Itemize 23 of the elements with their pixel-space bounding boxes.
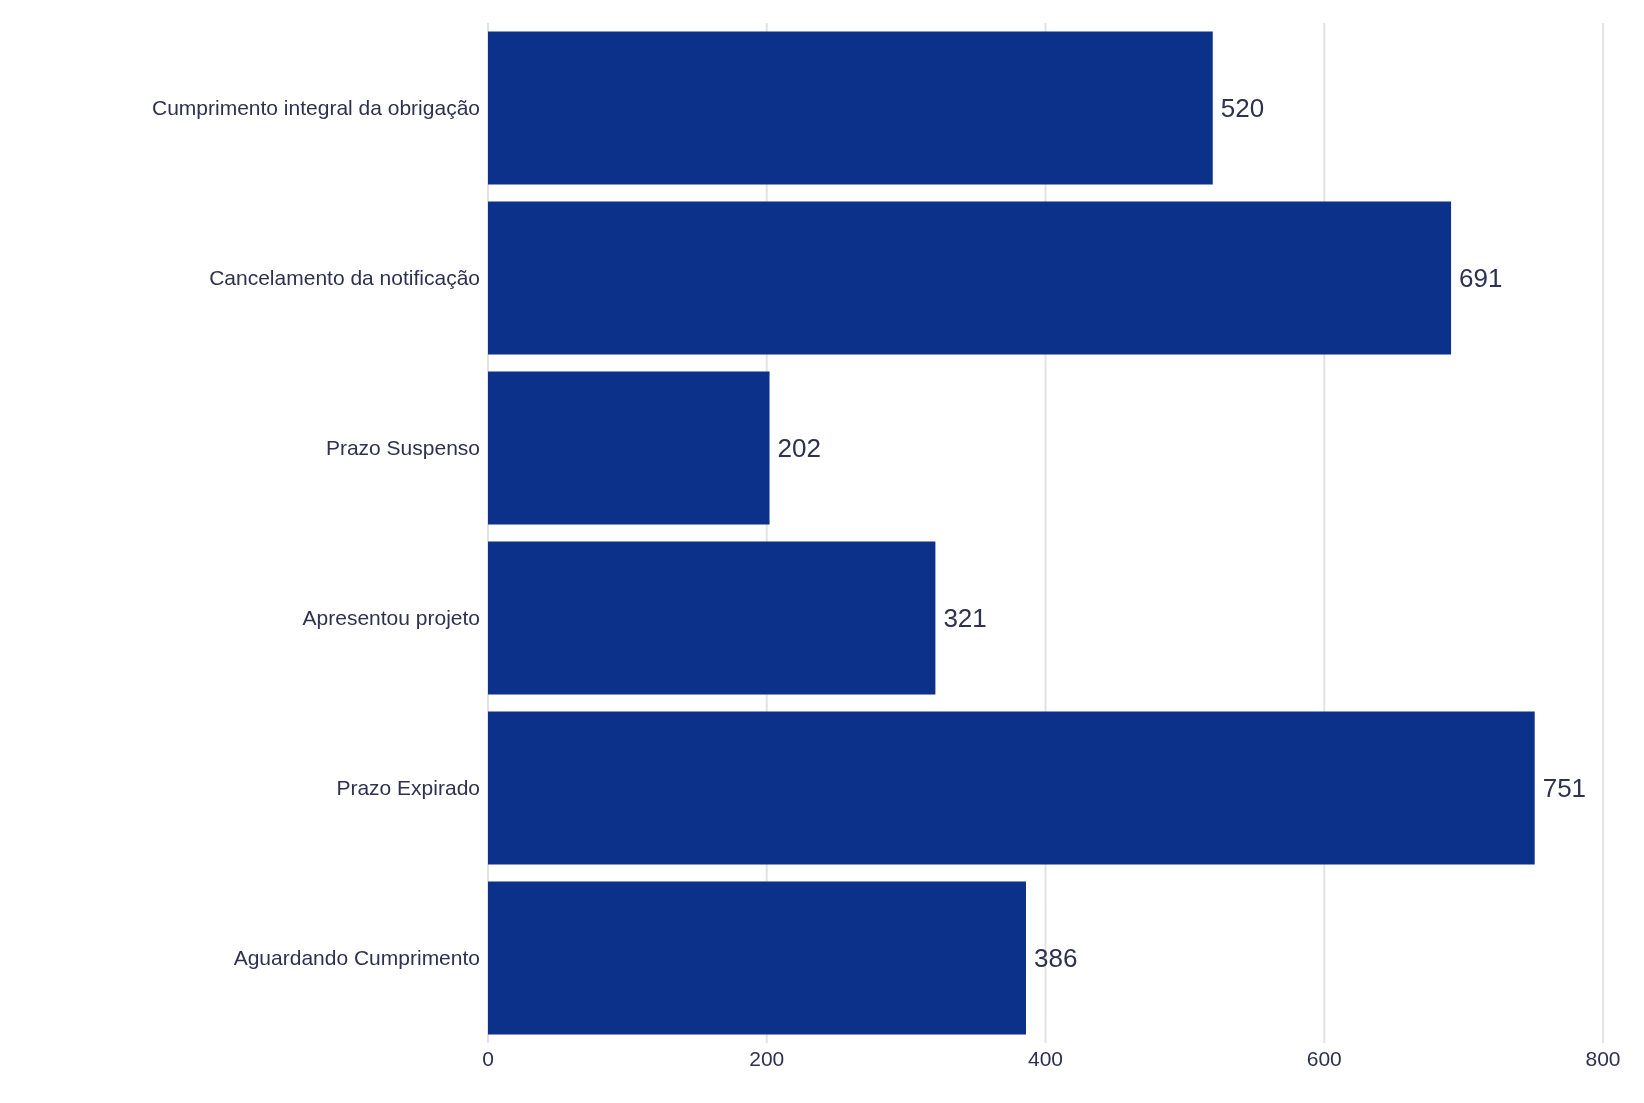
x-tick-label: 800 xyxy=(1585,1046,1621,1070)
data-label: 520 xyxy=(1220,93,1265,124)
bar xyxy=(488,31,1213,185)
x-tick-label: 200 xyxy=(749,1046,785,1070)
bar xyxy=(488,541,936,695)
y-tick-label: Prazo Expirado xyxy=(336,776,480,800)
bar xyxy=(488,201,1452,355)
data-label: 386 xyxy=(1033,943,1078,974)
y-tick-label: Cumprimento integral da obrigação xyxy=(151,96,480,120)
data-label: 321 xyxy=(943,603,987,634)
y-tick-label: Aguardando Cumprimento xyxy=(233,946,480,970)
data-label: 202 xyxy=(777,433,821,464)
x-tick-label: 400 xyxy=(1027,1046,1064,1070)
x-tick-label: 600 xyxy=(1306,1046,1342,1070)
x-tick-label: 0 xyxy=(482,1046,494,1070)
data-label: 691 xyxy=(1459,263,1503,294)
bar xyxy=(488,711,1535,865)
bar xyxy=(488,371,770,525)
bar xyxy=(488,881,1026,1035)
data-label: 751 xyxy=(1542,773,1587,804)
y-tick-label: Apresentou projeto xyxy=(302,606,480,630)
y-tick-label: Cancelamento da notificação xyxy=(209,266,480,290)
y-tick-label: Prazo Suspenso xyxy=(325,436,480,460)
